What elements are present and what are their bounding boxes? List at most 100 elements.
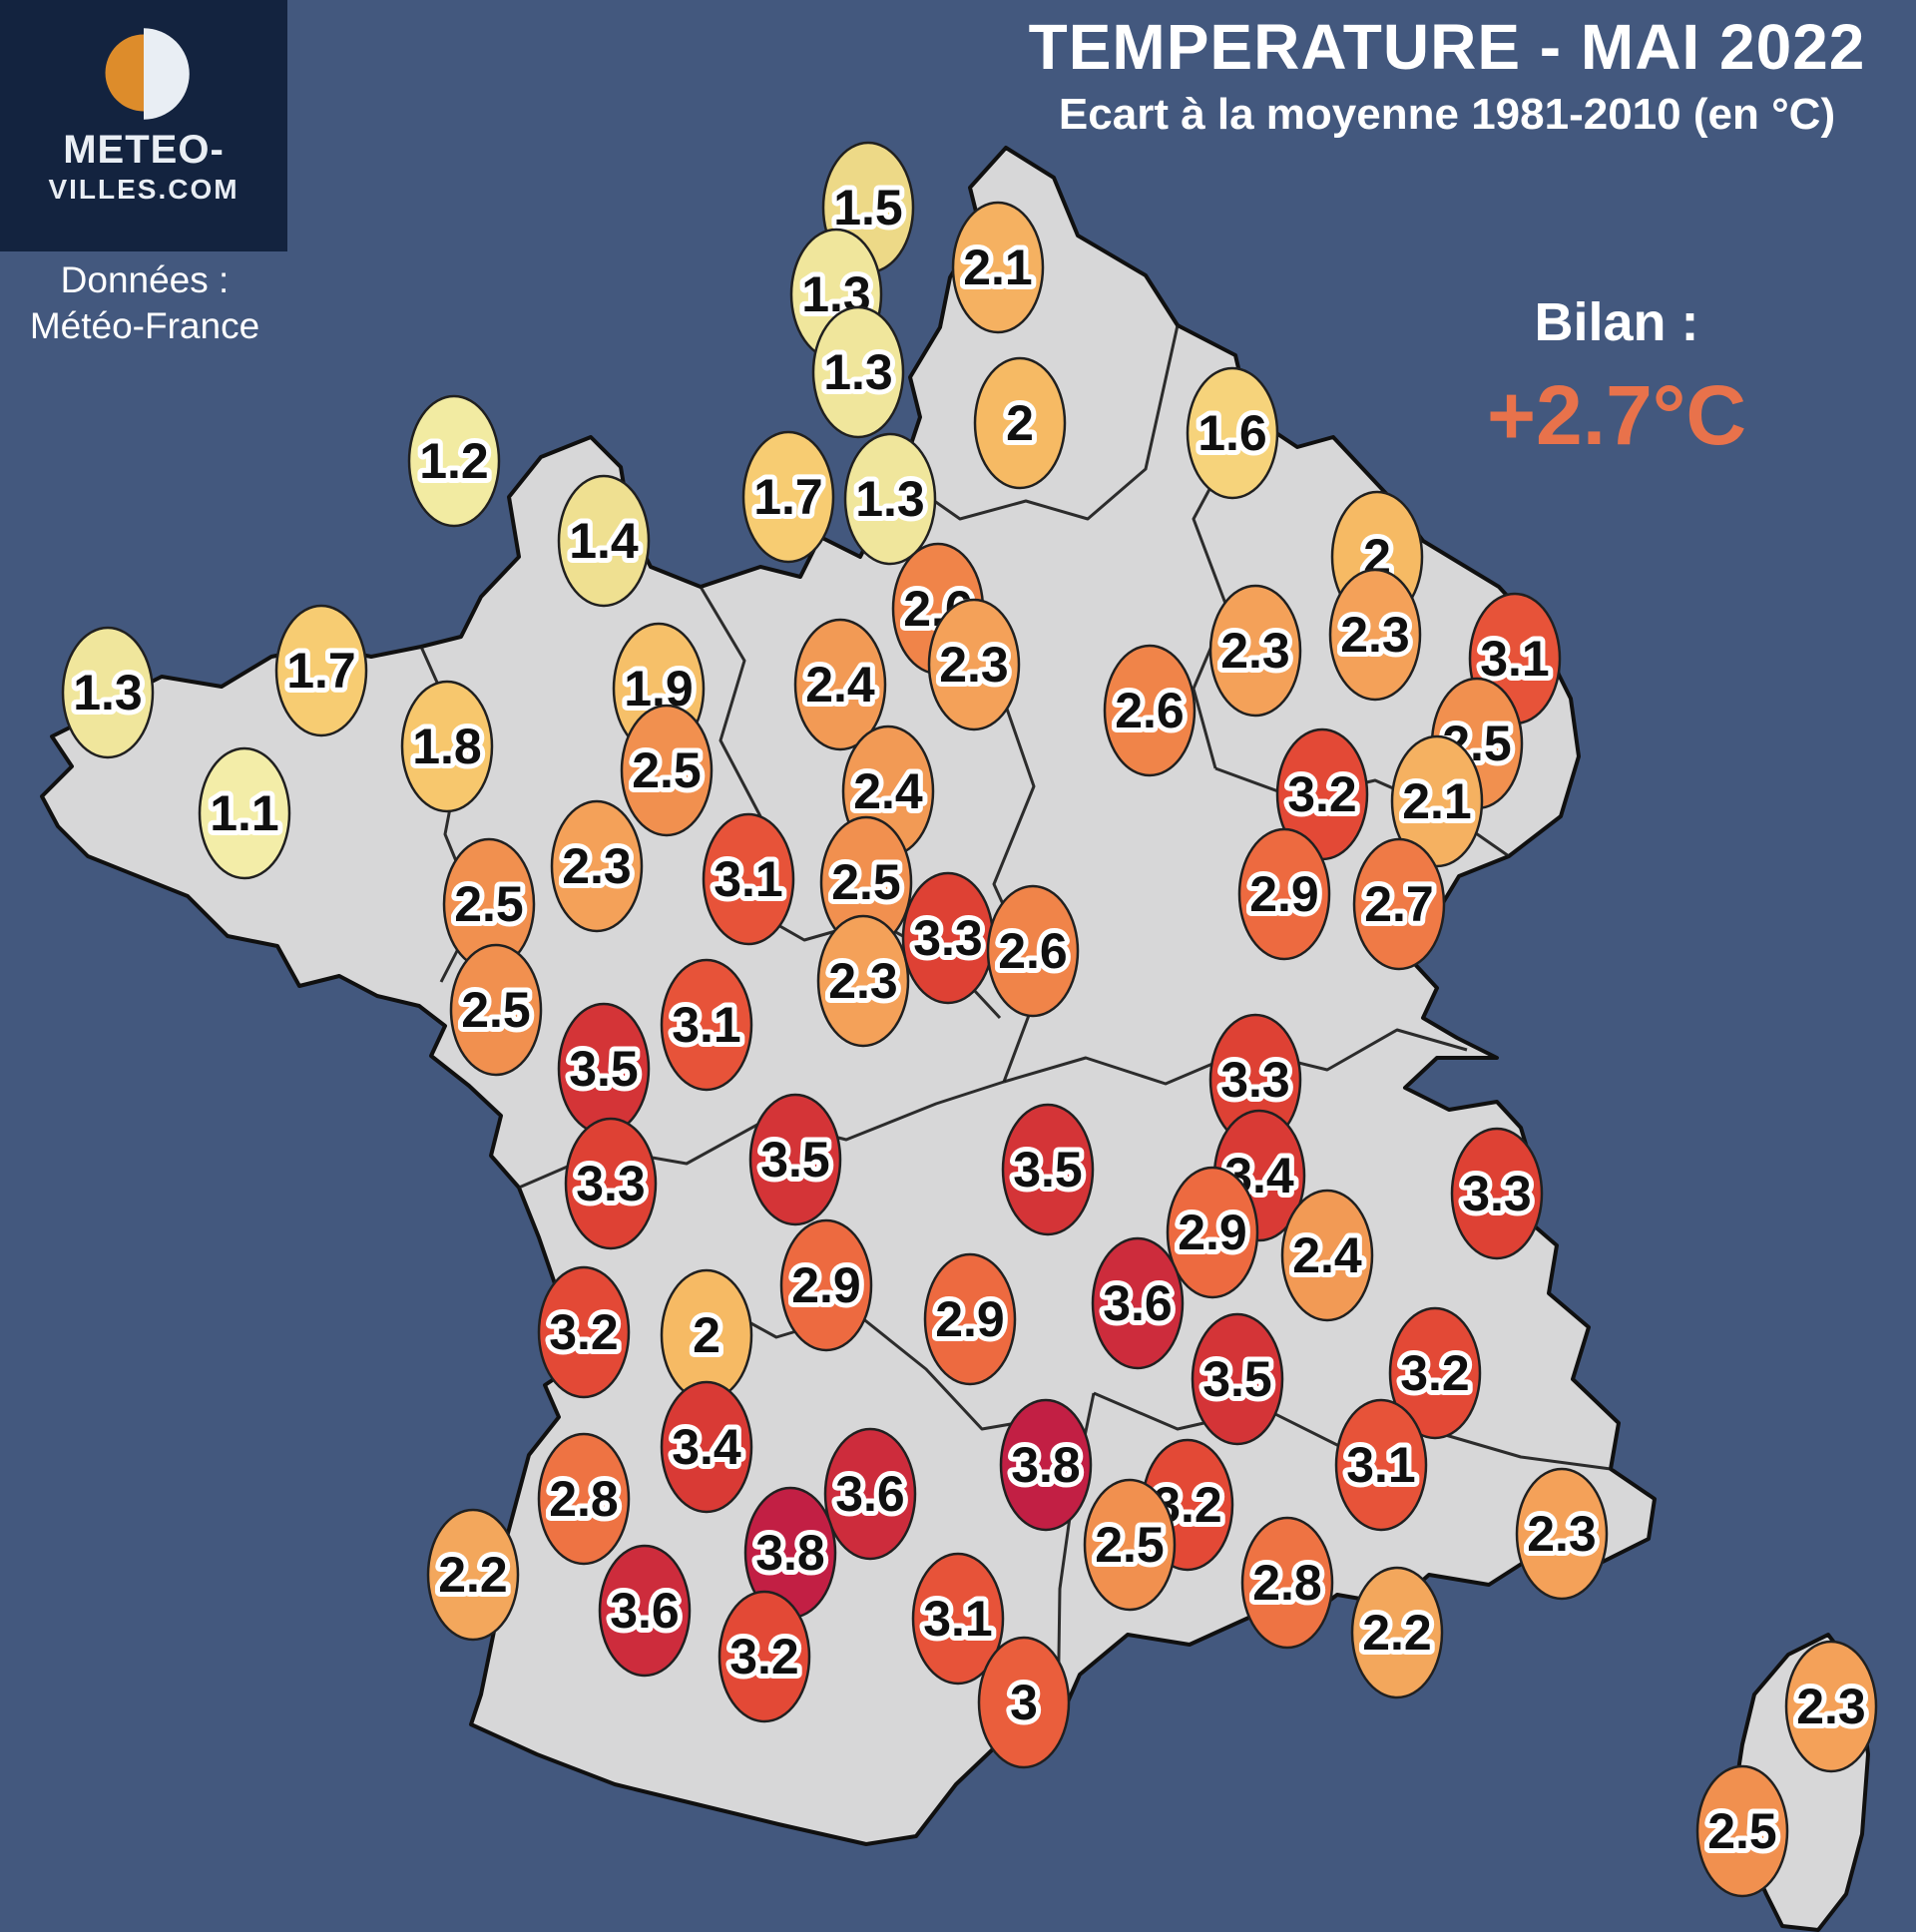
temp-bubble-ellipse [1237,827,1331,961]
temp-bubble-ellipse [1450,1127,1544,1260]
temp-bubble-ellipse [1240,1516,1334,1650]
temp-bubble-value: 2.5 [1095,1517,1165,1573]
temp-bubble-ellipse [1334,1398,1428,1532]
temp-bubble-value: 2.7 [1364,876,1434,932]
temp-bubble-value: 3.3 [576,1156,646,1211]
temp-bubble-value: 2.3 [1796,1679,1866,1734]
temp-bubble-ellipse [843,432,937,566]
temp-bubble: 2 [660,1268,753,1402]
temp-bubble-value: 2.5 [454,876,524,932]
temp-bubble-ellipse [811,305,905,439]
bilan-value: +2.7°C [1486,368,1747,462]
temp-bubble-ellipse [557,474,651,608]
temp-bubble: 2.5 [442,837,536,971]
temp-bubble: 2 [973,356,1067,490]
temp-bubble: 1.3 [843,432,937,566]
temp-bubble-ellipse [1350,1566,1444,1699]
temp-bubble: 3.3 [901,871,995,1005]
temp-bubble-value: 2.3 [1220,623,1290,679]
logo-text-line1: METEO- [63,128,225,172]
temp-bubble: 1.5 [821,141,915,274]
title-block: TEMPERATURE - MAI 2022 Ecart à la moyenn… [978,10,1916,140]
temp-bubble: 3.8 [743,1486,837,1620]
temp-bubble-ellipse [999,1398,1093,1532]
temp-bubble-value: 3.5 [1202,1351,1272,1407]
temp-bubble-value: 3.2 [549,1304,619,1360]
temp-bubble: 3 [977,1636,1071,1769]
temp-bubble-ellipse [741,430,835,564]
temp-bubble-value: 2.4 [853,763,923,819]
temp-bubble: 3.6 [1091,1236,1185,1370]
temp-bubble-ellipse [1166,1166,1259,1299]
temp-bubble: 1.7 [741,430,835,564]
temp-bubble-value: 3.5 [760,1132,830,1188]
temp-bubble-ellipse [816,914,910,1048]
temp-bubble-value: 3.1 [923,1591,993,1647]
temp-bubble-ellipse [977,1636,1071,1769]
temp-bubble: 3.2 [537,1265,631,1399]
temp-bubble-value: 1.3 [855,471,925,527]
temp-bubble-value: 2.3 [1340,607,1410,663]
temp-bubble-ellipse [1390,734,1484,868]
temp-bubble: 1.1 [198,746,291,880]
temp-bubble-value: 2.4 [805,657,875,713]
temp-bubble: 2.3 [550,799,644,933]
temp-bubble-ellipse [550,799,644,933]
temp-bubble-value: 2.1 [963,240,1033,295]
temp-bubble-value: 2.2 [438,1547,508,1603]
temp-bubble-ellipse [400,680,494,813]
temp-bubble-ellipse [564,1117,658,1250]
temp-bubble-ellipse [537,1265,631,1399]
temp-bubble: 1.6 [1186,366,1279,500]
temp-bubble-ellipse [537,1432,631,1566]
temp-bubble: 2.8 [1240,1516,1334,1650]
temp-bubble-ellipse [1208,584,1302,718]
temp-bubble-value: 3.1 [1346,1437,1416,1493]
temp-bubble-value: 2.9 [791,1257,861,1313]
temp-bubble: 1.4 [557,474,651,608]
temp-bubble: 3.3 [1450,1127,1544,1260]
temp-bubble: 2.9 [923,1252,1017,1386]
bilan-block: Bilan : +2.7°C [1447,291,1786,464]
temp-bubble: 2.7 [1352,837,1446,971]
temp-bubble-ellipse [1001,1103,1095,1236]
temp-bubble: 1.7 [274,604,368,737]
temp-bubble-ellipse [951,201,1045,334]
temp-bubble-ellipse [1784,1640,1878,1773]
temp-bubble-value: 1.8 [412,719,482,774]
temp-bubble-value: 3.2 [1400,1345,1470,1401]
temp-bubble-ellipse [927,598,1021,731]
logo-text-line2: VILLES.COM [48,174,240,205]
temp-bubble-value: 1.5 [833,180,903,236]
temp-bubble-ellipse [911,1552,1005,1686]
temp-bubble: 2.2 [1350,1566,1444,1699]
temp-bubble-value: 2.9 [1249,866,1319,922]
temp-bubble: 2.3 [1208,584,1302,718]
temp-bubble-value: 3.1 [1480,631,1550,687]
temp-bubble-value: 1.2 [419,433,489,489]
temp-bubble-value: 3.5 [569,1041,639,1097]
temp-bubble-ellipse [823,1427,917,1561]
temp-bubble-value: 2.5 [461,982,531,1038]
temp-bubble: 2.2 [426,1508,520,1642]
temp-bubble: 2.4 [793,618,887,751]
temp-bubble-value: 2.3 [939,637,1009,693]
temp-bubble: 3.1 [702,812,795,946]
temp-bubble-value: 3.2 [1287,766,1357,822]
temp-bubble: 2.4 [1280,1189,1374,1322]
temp-bubble: 3.4 [660,1380,753,1514]
temp-bubble-ellipse [973,356,1067,490]
temp-bubble-value: 2.5 [632,742,702,798]
temp-bubble: 2.9 [779,1218,873,1352]
temp-bubble-value: 2.3 [1527,1506,1597,1562]
page-subtitle: Ecart à la moyenne 1981-2010 (en °C) [1058,90,1836,139]
temp-bubble-value: 1.7 [753,469,823,525]
temp-bubble: 2.3 [1784,1640,1878,1773]
temp-bubble-ellipse [702,812,795,946]
temp-bubble: 3.5 [748,1093,842,1226]
credits-line1: Données : [60,259,230,300]
temp-bubble-value: 2 [693,1307,720,1363]
temp-bubble: 2.5 [1695,1764,1789,1898]
